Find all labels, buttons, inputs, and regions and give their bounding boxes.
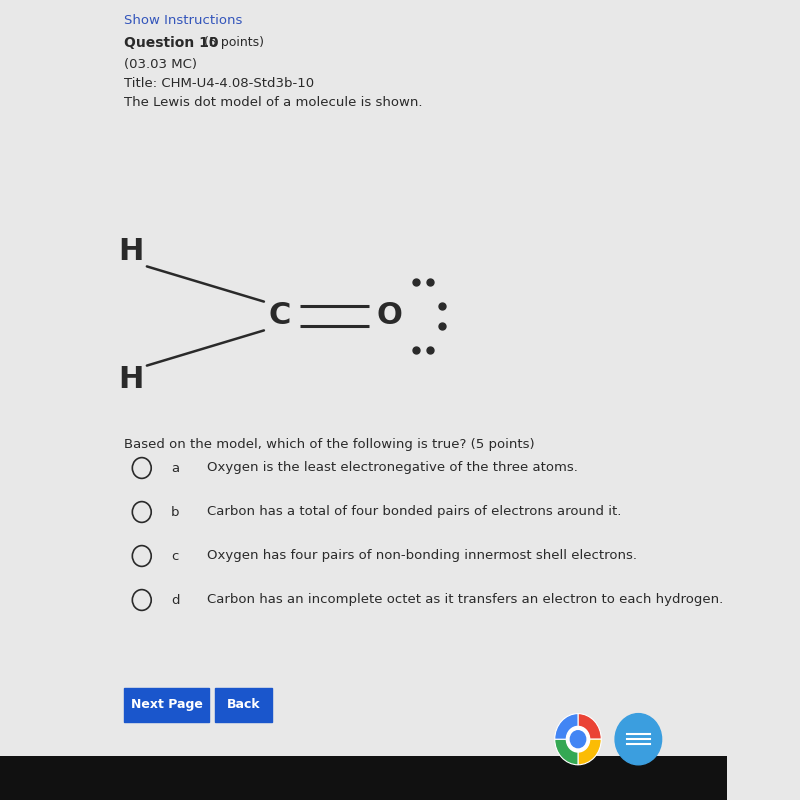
Text: Carbon has an incomplete octet as it transfers an electron to each hydrogen.: Carbon has an incomplete octet as it tra… [207, 594, 723, 606]
Text: c: c [171, 550, 178, 562]
Text: d: d [171, 594, 179, 606]
Wedge shape [578, 739, 602, 765]
Wedge shape [554, 714, 578, 739]
Text: Oxygen has four pairs of non-bonding innermost shell electrons.: Oxygen has four pairs of non-bonding inn… [207, 550, 638, 562]
Text: Question 10: Question 10 [123, 36, 218, 50]
Text: Back: Back [226, 698, 260, 711]
Text: (03.03 MC): (03.03 MC) [123, 58, 197, 70]
Bar [0, 756, 727, 800]
Text: O: O [376, 302, 402, 330]
FancyBboxPatch shape [215, 688, 272, 722]
FancyBboxPatch shape [123, 688, 210, 722]
Circle shape [566, 726, 590, 752]
Text: Next Page: Next Page [130, 698, 202, 711]
Text: The Lewis dot model of a molecule is shown.: The Lewis dot model of a molecule is sho… [123, 96, 422, 109]
Wedge shape [578, 714, 602, 739]
Text: (5 points): (5 points) [200, 36, 264, 49]
Text: Based on the model, which of the following is true? (5 points): Based on the model, which of the followi… [123, 438, 534, 451]
Text: H: H [118, 366, 143, 394]
Wedge shape [554, 739, 578, 765]
Text: C: C [269, 302, 291, 330]
Text: Show Instructions: Show Instructions [123, 14, 242, 27]
Text: Oxygen is the least electronegative of the three atoms.: Oxygen is the least electronegative of t… [207, 462, 578, 474]
Text: a: a [171, 462, 179, 474]
Circle shape [615, 714, 662, 765]
Text: Title: CHM-U4-4.08-Std3b-10: Title: CHM-U4-4.08-Std3b-10 [123, 77, 314, 90]
Text: b: b [171, 506, 179, 518]
Text: Carbon has a total of four bonded pairs of electrons around it.: Carbon has a total of four bonded pairs … [207, 506, 622, 518]
Circle shape [570, 730, 586, 748]
Text: H: H [118, 238, 143, 266]
